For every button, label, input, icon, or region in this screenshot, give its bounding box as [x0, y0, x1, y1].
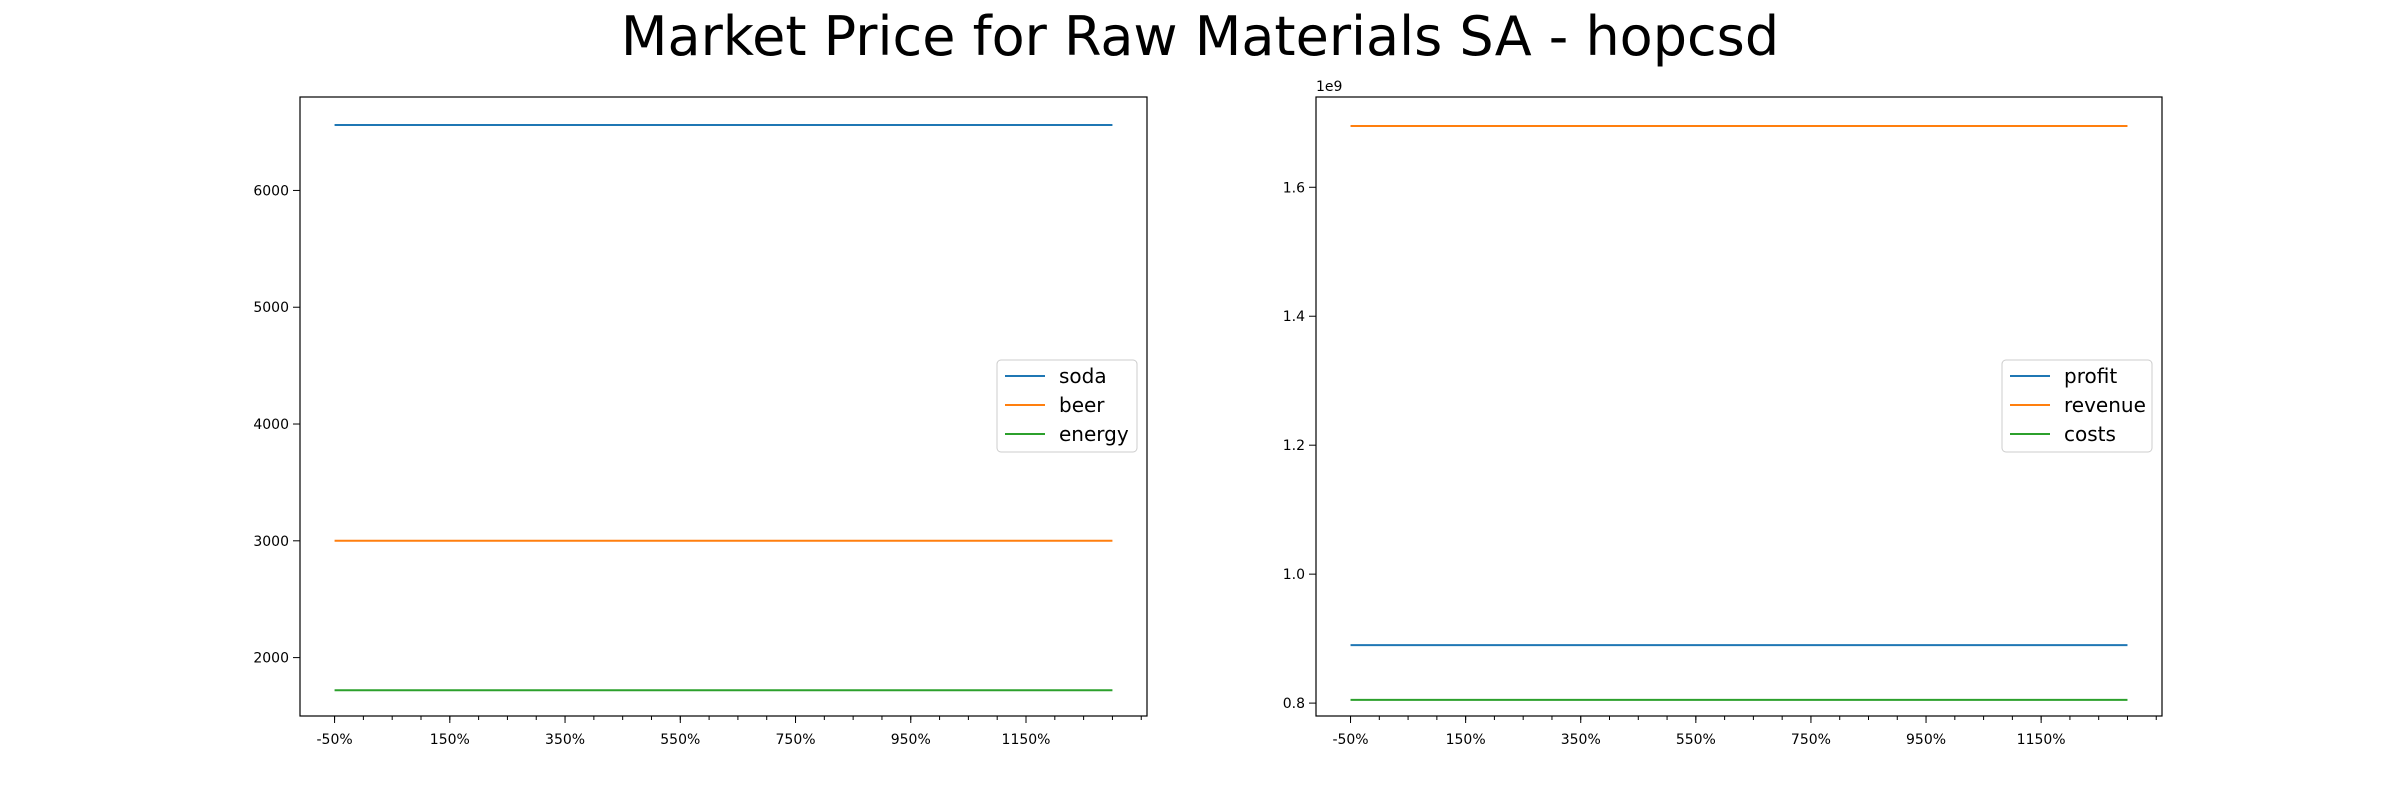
subplot-1: -50% 150% 350% 550% 750% 950% 1150% 2000 3000 400… [253, 96, 1148, 748]
legend-label-costs: costs [2064, 422, 2116, 446]
y-tick-label: 1.2 [1283, 438, 1305, 454]
plot-frame [299, 96, 1148, 717]
legend: soda beer energy [996, 359, 1138, 453]
legend: profit revenue costs [2001, 359, 2153, 453]
x-tick-label: 550% [660, 732, 700, 748]
subplot-2: -50% 150% 350% 550% 750% 950% 1150% 0.8 1.0 1.2 1.… [1283, 79, 2163, 748]
x-tick-label: 950% [891, 732, 931, 748]
x-tick-label: 550% [1676, 732, 1716, 748]
legend-label-revenue: revenue [2064, 393, 2146, 417]
chart-title: Market Price for Raw Materials SA - hopc… [620, 5, 1780, 68]
x-tick-label: 350% [1561, 732, 1601, 748]
legend-label-soda: soda [1059, 364, 1107, 388]
plot-frame [1315, 96, 2163, 717]
x-tick-label: -50% [316, 732, 352, 748]
y-tick-label: 6000 [253, 183, 289, 199]
legend-label-energy: energy [1059, 422, 1129, 446]
x-tick-label: -50% [1332, 732, 1368, 748]
y-offset-label: 1e9 [1316, 79, 1342, 95]
y-tick-label: 0.8 [1283, 696, 1305, 712]
x-tick-label: 1150% [2017, 732, 2066, 748]
y-tick-label: 1.6 [1283, 180, 1305, 196]
x-tick-label: 950% [1906, 732, 1946, 748]
y-tick-label: 2000 [253, 651, 289, 667]
x-tick-label: 750% [1791, 732, 1831, 748]
legend-label-beer: beer [1059, 393, 1105, 417]
y-tick-label: 5000 [253, 300, 289, 316]
y-tick-label: 4000 [253, 417, 289, 433]
x-tick-label: 750% [776, 732, 816, 748]
y-tick-label: 1.0 [1283, 567, 1305, 583]
x-tick-label: 150% [430, 732, 470, 748]
x-tick-label: 350% [545, 732, 585, 748]
x-tick-label: 150% [1446, 732, 1486, 748]
y-tick-label: 3000 [253, 534, 289, 550]
legend-label-profit: profit [2064, 364, 2117, 388]
x-tick-label: 1150% [1002, 732, 1051, 748]
legend-box [2001, 359, 2153, 453]
legend-box [996, 359, 1138, 453]
y-tick-label: 1.4 [1283, 309, 1305, 325]
